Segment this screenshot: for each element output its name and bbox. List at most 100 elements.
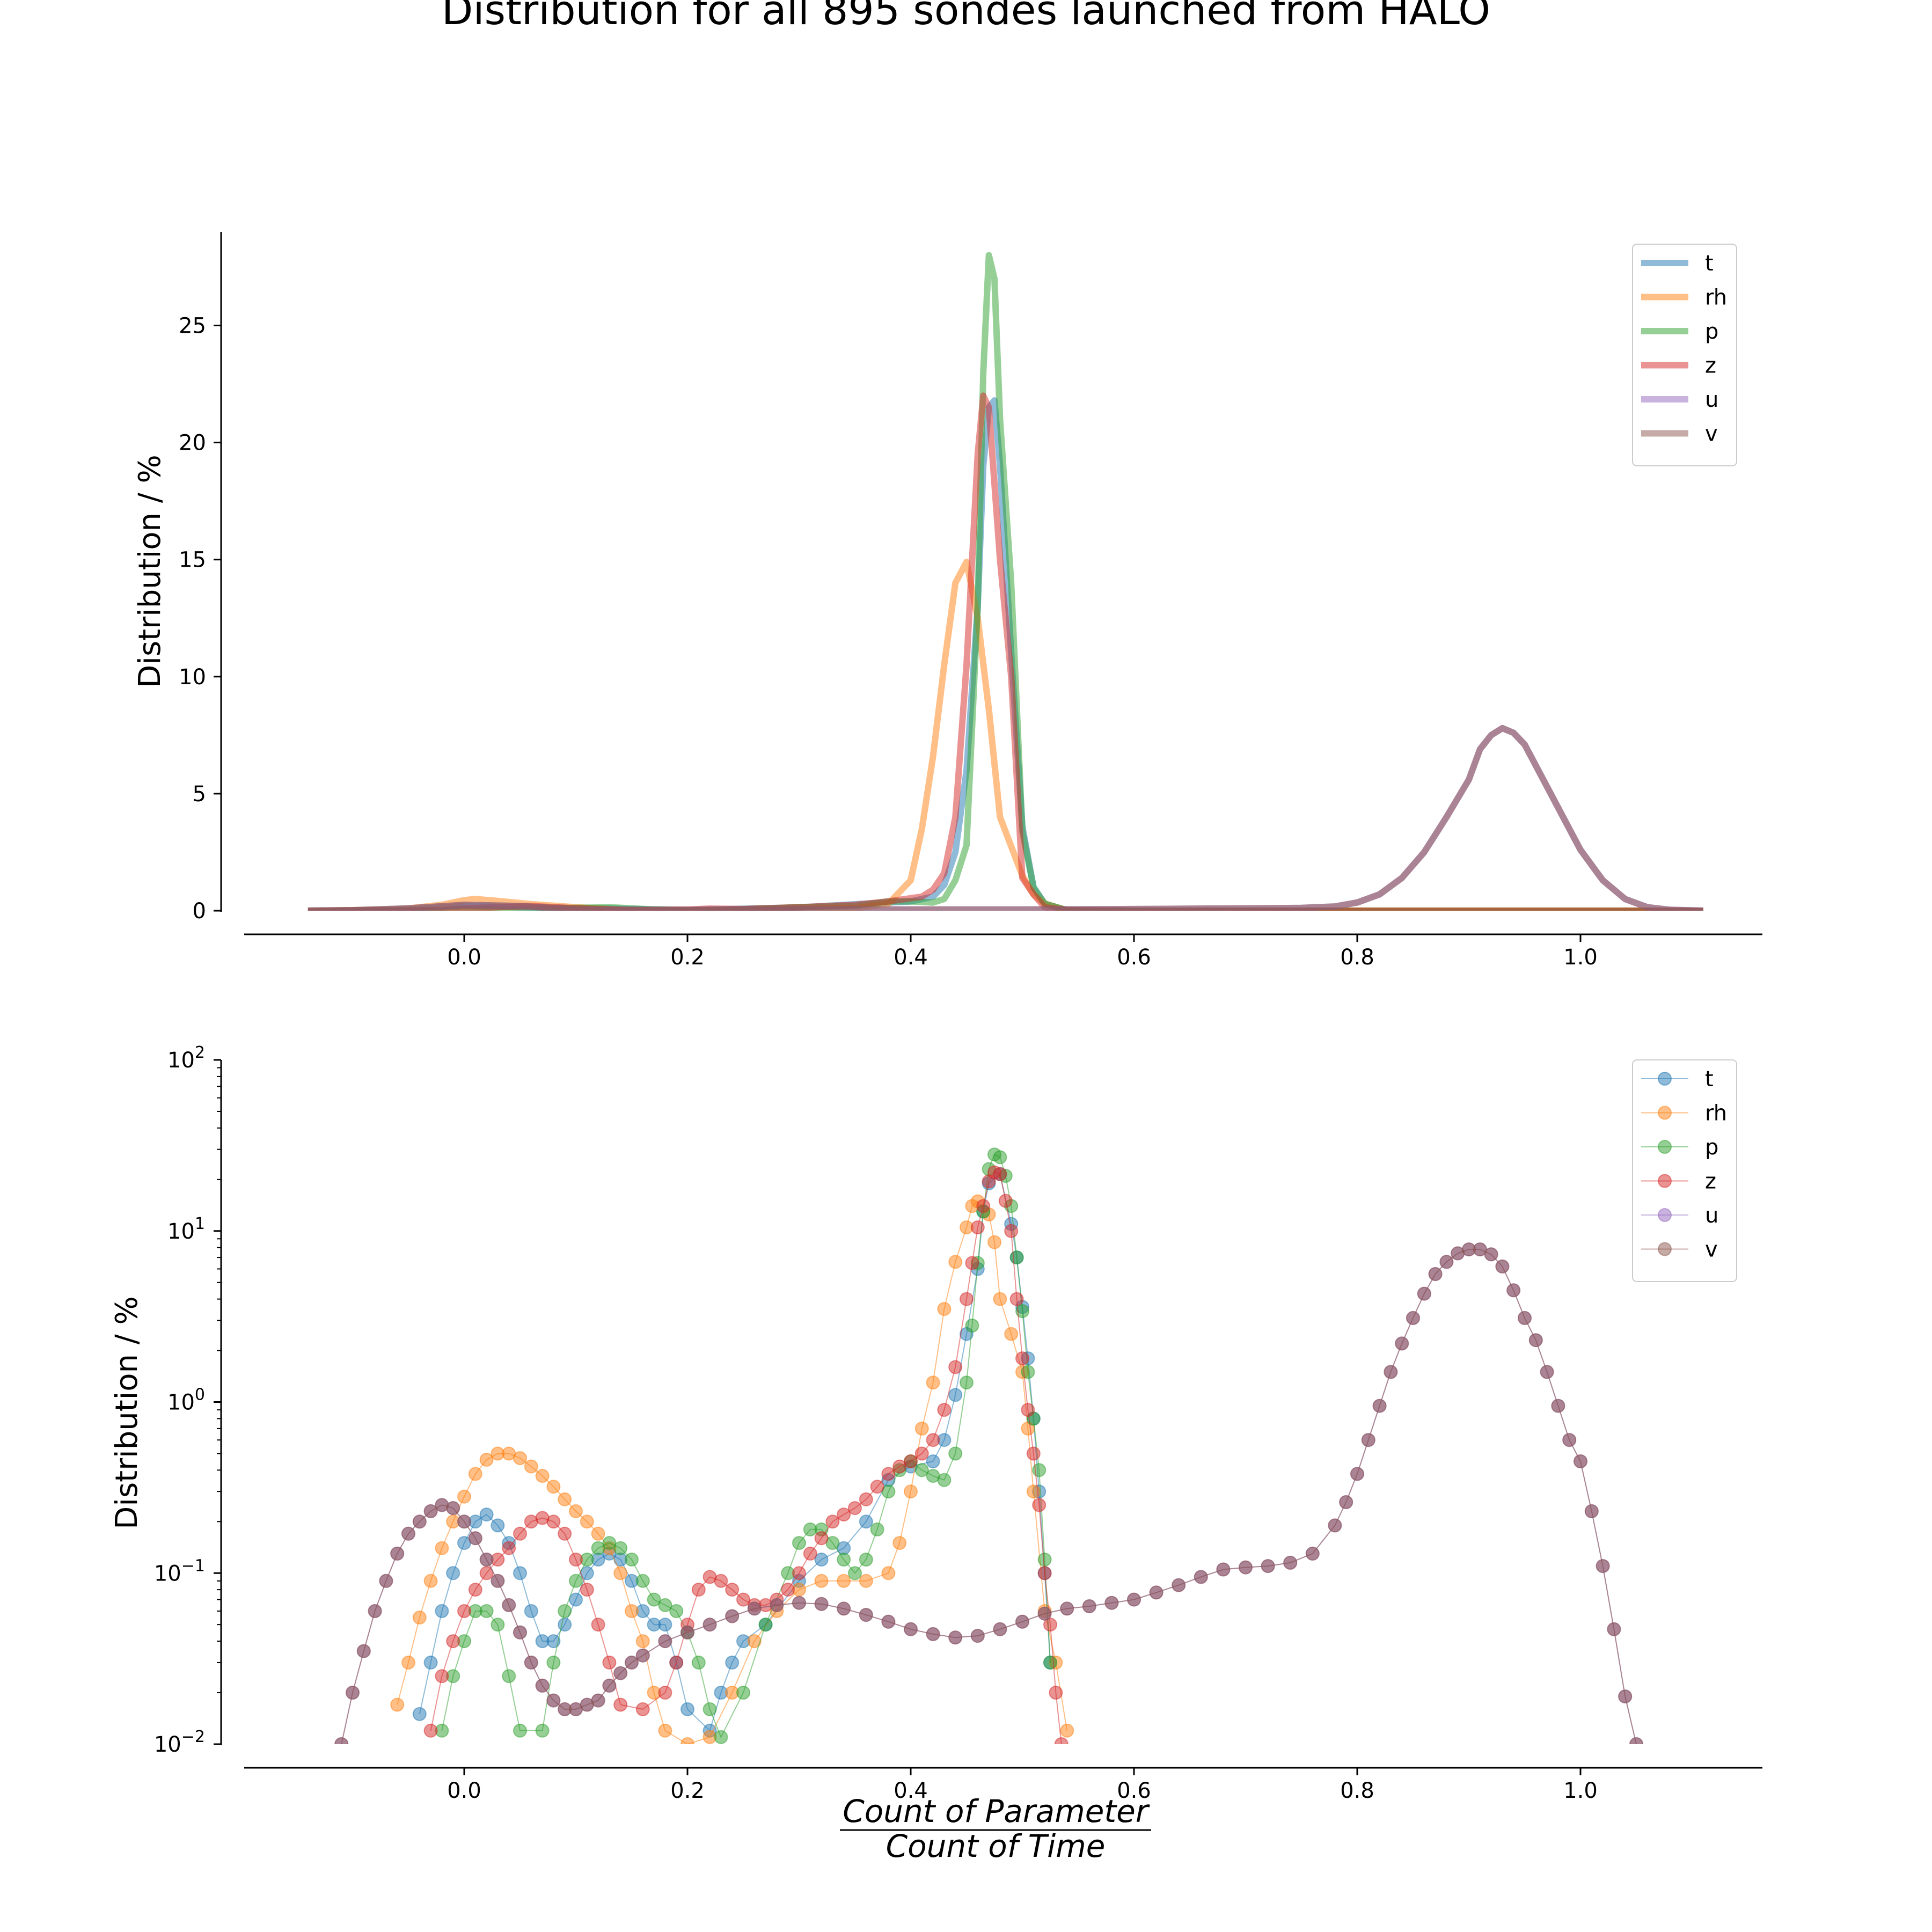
series-point-p [513, 1723, 527, 1738]
series-point-t [479, 1507, 494, 1522]
series-point-v [1350, 1467, 1364, 1481]
series-point-z [825, 1514, 840, 1529]
series-point-z [970, 1220, 985, 1234]
series-point-v [390, 1546, 405, 1561]
series-point-rh [591, 1526, 605, 1541]
series-point-p [669, 1604, 684, 1618]
series-point-rh [680, 1737, 694, 1744]
series-point-rh [569, 1504, 583, 1518]
series-point-rh [948, 1255, 963, 1269]
legend-label-rh: rh [1705, 1101, 1727, 1126]
x-axis-label-denominator: Count of Time [886, 1828, 1106, 1864]
series-point-v [446, 1501, 460, 1516]
series-point-v [904, 1622, 918, 1636]
series-point-z [937, 1403, 952, 1417]
top-panel-linear: 0.0 0.2 0.4 0.6 0.8 1.0 0 5 10 15 20 25 Distribution… [133, 232, 1762, 970]
series-point-v [1484, 1247, 1498, 1262]
series-point-rh [937, 1302, 952, 1316]
series-point-v [1417, 1286, 1431, 1301]
series-point-t [513, 1566, 527, 1580]
series-point-v [1528, 1333, 1543, 1348]
series-point-p [569, 1574, 583, 1588]
series-point-rh [625, 1604, 639, 1618]
series-point-z [423, 1723, 438, 1738]
series-point-v [1283, 1555, 1298, 1570]
series-point-v [513, 1625, 527, 1640]
series-point-v [1406, 1311, 1420, 1325]
series-point-rh [435, 1541, 449, 1555]
series-point-z [446, 1634, 460, 1649]
series-point-v [1060, 1601, 1074, 1616]
series-point-p [937, 1473, 952, 1487]
series-point-t [658, 1618, 672, 1632]
series-point-z [1015, 1351, 1029, 1366]
legend-label-z: z [1705, 354, 1716, 378]
series-point-v [613, 1666, 628, 1680]
x-axis-label-numerator: Count of Parameter [843, 1793, 1150, 1829]
series-point-t [948, 1388, 963, 1402]
legend-marker-p [1658, 1140, 1672, 1154]
legend-marker-u [1658, 1208, 1672, 1222]
series-point-v [770, 1598, 784, 1612]
series-point-v [747, 1601, 762, 1616]
series-point-v [926, 1627, 940, 1641]
series-point-v [1540, 1365, 1554, 1379]
series-point-p [647, 1592, 661, 1607]
x-tick-label: 0.4 [894, 945, 928, 970]
series-point-z [870, 1480, 884, 1494]
series-point-z [1021, 1403, 1035, 1417]
series-point-z [546, 1514, 561, 1529]
series-point-t [423, 1655, 438, 1670]
series-point-t [524, 1604, 538, 1618]
series-point-z [993, 1167, 1007, 1181]
series-point-v [1618, 1689, 1633, 1704]
y-tick-label: 0 [193, 899, 206, 924]
series-point-v [1607, 1622, 1621, 1636]
series-point-v [1629, 1737, 1643, 1744]
series-point-v [1216, 1562, 1231, 1577]
y-tick-label: 25 [179, 313, 206, 338]
series-point-v [1305, 1546, 1320, 1561]
series-point-v [491, 1574, 505, 1588]
y-tick-label: 20 [179, 431, 206, 456]
series-point-v [1506, 1283, 1521, 1298]
y-axis-label: Distribution / % [109, 1296, 144, 1529]
x-tick-label: 1.0 [1563, 1779, 1598, 1803]
series-point-v [859, 1608, 873, 1622]
series-point-v [725, 1609, 740, 1623]
bottom-panel-log: 0.0 0.2 0.4 0.6 0.8 1.0 10−2 10−1 100 101 102 Distr… [109, 1043, 1762, 1864]
series-point-z [468, 1583, 482, 1597]
y-tick-label: 10−2 [154, 1728, 205, 1757]
x-tick-label: 0.2 [670, 1779, 705, 1803]
y-tick-label: 102 [167, 1043, 205, 1073]
series-point-v [792, 1596, 806, 1610]
series-point-v [502, 1598, 516, 1612]
series-line-v [341, 1249, 1637, 1744]
series-point-v [1328, 1518, 1342, 1533]
series-line-p [441, 1153, 1051, 1739]
series-point-p [613, 1541, 628, 1555]
series-point-z [1043, 1618, 1057, 1632]
series-point-v [457, 1514, 471, 1529]
series-point-z [803, 1546, 817, 1561]
series-point-t [569, 1592, 583, 1607]
series-point-p [736, 1686, 750, 1700]
series-point-z [658, 1686, 672, 1700]
series-point-z [960, 1292, 974, 1306]
series-point-z [881, 1467, 896, 1481]
series-point-p [635, 1574, 650, 1588]
series-point-v [346, 1686, 360, 1700]
series-point-v [1127, 1592, 1141, 1607]
series-point-v [1149, 1585, 1163, 1600]
series-point-t [546, 1634, 561, 1649]
series-point-z [435, 1669, 449, 1684]
x-tick-label: 0.2 [670, 945, 705, 970]
series-point-rh [513, 1451, 527, 1465]
figure-title: Distribution for all 895 sondes launched… [442, 0, 1490, 34]
series-point-v [1574, 1454, 1587, 1468]
series-point-rh [412, 1611, 427, 1624]
series-point-z [635, 1702, 650, 1716]
plot-area [334, 1147, 1643, 1744]
series-point-rh [479, 1453, 494, 1467]
